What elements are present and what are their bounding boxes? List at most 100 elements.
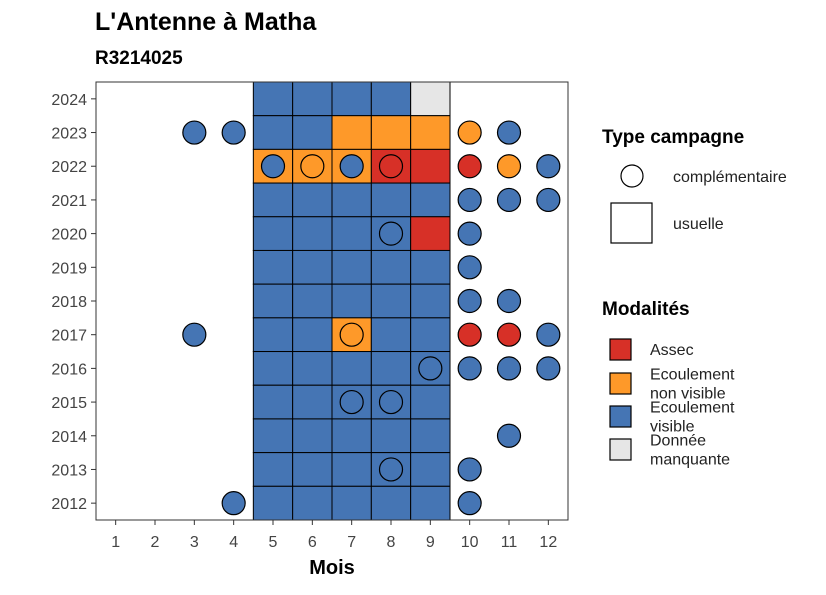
campaign-point xyxy=(457,288,482,314)
heatmap-tile xyxy=(370,351,412,386)
y-tick-label: 2024 xyxy=(51,92,87,109)
heatmap-tile xyxy=(252,81,294,117)
heatmap-tile xyxy=(252,249,294,285)
x-axis: 1 2 3 4 5 6 7 8 9 10 11 12 xyxy=(111,520,557,551)
campaign-point xyxy=(496,356,522,381)
campaign-point xyxy=(536,356,561,381)
heatmap-tile xyxy=(292,452,333,487)
campaign-point xyxy=(457,491,482,516)
legend-fill-label: Donnée xyxy=(650,433,706,450)
heatmap-tile xyxy=(370,485,412,521)
heatmap-tile xyxy=(331,485,372,521)
heatmap-tile xyxy=(252,182,294,218)
heatmap-tile xyxy=(331,216,372,251)
legend-key-circle xyxy=(620,164,644,188)
campaign-point xyxy=(496,120,522,145)
x-tick-label: 5 xyxy=(269,534,278,551)
heatmap-tile xyxy=(410,485,451,521)
heatmap-tile xyxy=(292,418,333,454)
heatmap-tile xyxy=(410,452,451,487)
x-axis-title: Mois xyxy=(309,557,355,579)
heatmap-tile xyxy=(410,317,451,353)
campaign-point xyxy=(418,356,443,381)
campaign-point xyxy=(457,187,482,213)
heatmap-tile xyxy=(292,384,333,420)
y-tick-label: 2015 xyxy=(51,395,87,412)
heatmap-tile xyxy=(292,216,333,251)
heatmap-tile xyxy=(292,81,333,117)
x-tick-label: 9 xyxy=(426,534,435,551)
heatmap-tile xyxy=(410,182,451,218)
x-tick-label: 6 xyxy=(308,534,317,551)
heatmap-tile xyxy=(410,148,451,184)
campaign-point xyxy=(457,154,482,179)
heatmap-tile xyxy=(370,418,412,454)
legend-shape-label-circle: complémentaire xyxy=(673,169,787,186)
y-tick-label: 2013 xyxy=(51,462,87,479)
heatmap-tile xyxy=(410,418,451,454)
heatmap-tile xyxy=(410,216,451,251)
heatmap-tile xyxy=(410,283,451,319)
legend-fill-label: visible xyxy=(650,419,695,436)
y-tick-label: 2020 xyxy=(51,227,87,244)
campaign-point xyxy=(378,389,404,415)
campaign-point xyxy=(339,154,364,179)
heatmap-tile xyxy=(292,249,333,285)
heatmap-tile xyxy=(292,283,333,319)
heatmap-tile xyxy=(252,216,294,251)
heatmap-tile xyxy=(252,485,294,521)
legend-fill-label: Assec xyxy=(650,342,694,359)
heatmap-tile xyxy=(292,115,333,150)
campaign-point xyxy=(457,120,482,145)
campaign-point xyxy=(536,154,561,179)
campaign-point xyxy=(221,120,246,145)
heatmap-tile xyxy=(370,283,412,319)
x-tick-label: 7 xyxy=(347,534,356,551)
campaign-point xyxy=(496,288,522,314)
campaign-point xyxy=(496,322,522,347)
campaign-point xyxy=(457,322,482,347)
legend-fill-label: manquante xyxy=(650,452,730,469)
legend-fill-label: non visible xyxy=(650,386,726,403)
campaign-point xyxy=(378,457,404,482)
campaign-point xyxy=(457,221,482,246)
legend-fill-key xyxy=(609,372,632,395)
heatmap-tile xyxy=(292,317,333,353)
heatmap-tile xyxy=(410,384,451,420)
legend-shape-title: Type campagne xyxy=(602,127,744,148)
x-tick-label: 12 xyxy=(539,534,557,551)
heatmap-tile xyxy=(252,384,294,420)
x-tick-label: 11 xyxy=(501,534,518,551)
heatmap-tile xyxy=(252,283,294,319)
chart-title: L'Antenne à Matha xyxy=(95,8,317,36)
y-tick-label: 2016 xyxy=(51,361,87,378)
legend-fill-key xyxy=(609,405,632,428)
y-tick-label: 2022 xyxy=(51,159,87,176)
heatmap-tile xyxy=(410,115,451,150)
heatmap-tile xyxy=(252,452,294,487)
heatmap-tile xyxy=(331,115,372,150)
campaign-point xyxy=(182,322,207,347)
x-tick-label: 8 xyxy=(387,534,396,551)
legend-fill-title: Modalités xyxy=(602,299,690,320)
campaign-point xyxy=(496,187,522,213)
campaign-point xyxy=(300,154,325,179)
campaign-point xyxy=(339,322,364,347)
campaign-point xyxy=(221,491,246,516)
heatmap-tile xyxy=(410,81,451,117)
heatmap-tile xyxy=(370,81,412,117)
x-tick-label: 1 xyxy=(111,534,120,551)
legend: Type campagne complémentaire usuelle Mod… xyxy=(602,127,787,469)
legend-fill-key xyxy=(609,338,632,361)
points-layer xyxy=(182,120,561,516)
campaign-point xyxy=(536,187,561,213)
legend-fill-label: Ecoulement xyxy=(650,367,735,384)
chart-subtitle: R3214025 xyxy=(95,48,183,69)
campaign-point xyxy=(378,221,404,246)
heatmap-tile xyxy=(410,249,451,285)
campaign-point xyxy=(496,423,522,448)
heatmap-tile xyxy=(331,182,372,218)
